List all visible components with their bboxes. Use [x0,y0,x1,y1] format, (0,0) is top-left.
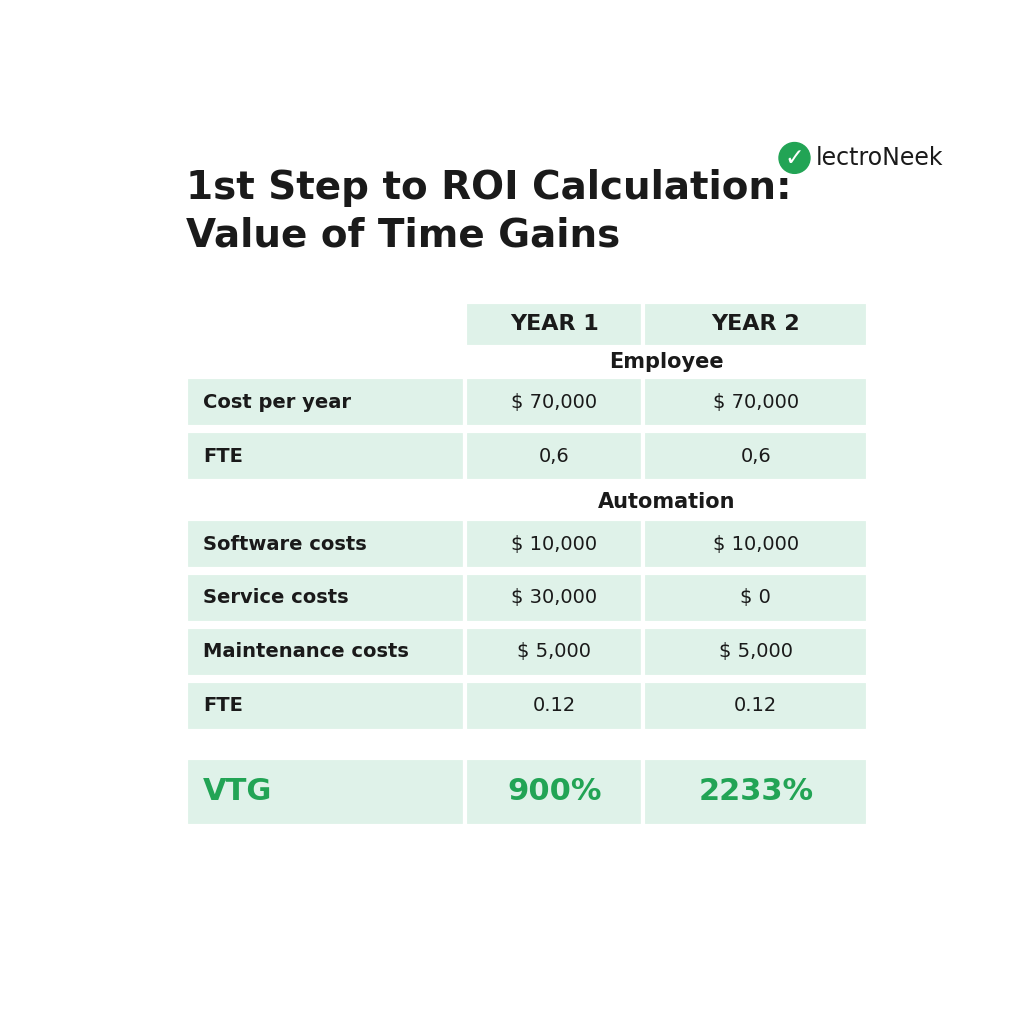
FancyBboxPatch shape [465,431,643,481]
FancyBboxPatch shape [186,627,465,677]
Text: Maintenance costs: Maintenance costs [203,642,409,662]
Text: 0,6: 0,6 [740,447,771,466]
Text: YEAR 1: YEAR 1 [510,314,599,334]
FancyBboxPatch shape [186,519,465,569]
FancyBboxPatch shape [186,378,465,428]
Text: Software costs: Software costs [203,535,367,553]
Text: lectroNeek: lectroNeek [816,146,944,169]
FancyBboxPatch shape [643,573,868,623]
Text: 2233%: 2233% [698,777,813,807]
FancyBboxPatch shape [465,519,643,569]
FancyBboxPatch shape [643,519,868,569]
FancyBboxPatch shape [643,302,868,346]
FancyBboxPatch shape [186,431,465,481]
Circle shape [779,143,810,174]
Text: VTG: VTG [203,777,272,807]
FancyBboxPatch shape [465,378,643,428]
Text: $ 10,000: $ 10,000 [511,535,597,553]
Text: 0,6: 0,6 [539,447,569,466]
FancyBboxPatch shape [643,431,868,481]
Text: Cost per year: Cost per year [203,393,351,411]
FancyBboxPatch shape [465,573,643,623]
FancyBboxPatch shape [643,758,868,826]
Text: 0.12: 0.12 [532,696,575,716]
Text: FTE: FTE [203,696,243,716]
Text: Service costs: Service costs [203,588,349,607]
Text: FTE: FTE [203,447,243,466]
Text: $ 70,000: $ 70,000 [511,393,597,411]
Text: $ 5,000: $ 5,000 [719,642,793,662]
Text: Employee: Employee [609,352,724,372]
Text: ✓: ✓ [784,146,805,169]
Text: $ 70,000: $ 70,000 [713,393,799,411]
FancyBboxPatch shape [643,681,868,731]
FancyBboxPatch shape [186,758,465,826]
Text: $ 0: $ 0 [740,588,771,607]
Text: $ 5,000: $ 5,000 [517,642,591,662]
FancyBboxPatch shape [643,378,868,428]
FancyBboxPatch shape [186,573,465,623]
Text: 900%: 900% [507,777,601,807]
Text: 0.12: 0.12 [734,696,777,716]
Text: YEAR 2: YEAR 2 [712,314,800,334]
Text: $ 30,000: $ 30,000 [511,588,597,607]
Text: $ 10,000: $ 10,000 [713,535,799,553]
Text: Automation: Automation [598,492,735,513]
FancyBboxPatch shape [186,681,465,731]
Text: 1st Step to ROI Calculation:
Value of Time Gains: 1st Step to ROI Calculation: Value of Ti… [186,169,792,254]
FancyBboxPatch shape [465,302,643,346]
FancyBboxPatch shape [465,681,643,731]
FancyBboxPatch shape [465,758,643,826]
FancyBboxPatch shape [643,627,868,677]
FancyBboxPatch shape [465,627,643,677]
